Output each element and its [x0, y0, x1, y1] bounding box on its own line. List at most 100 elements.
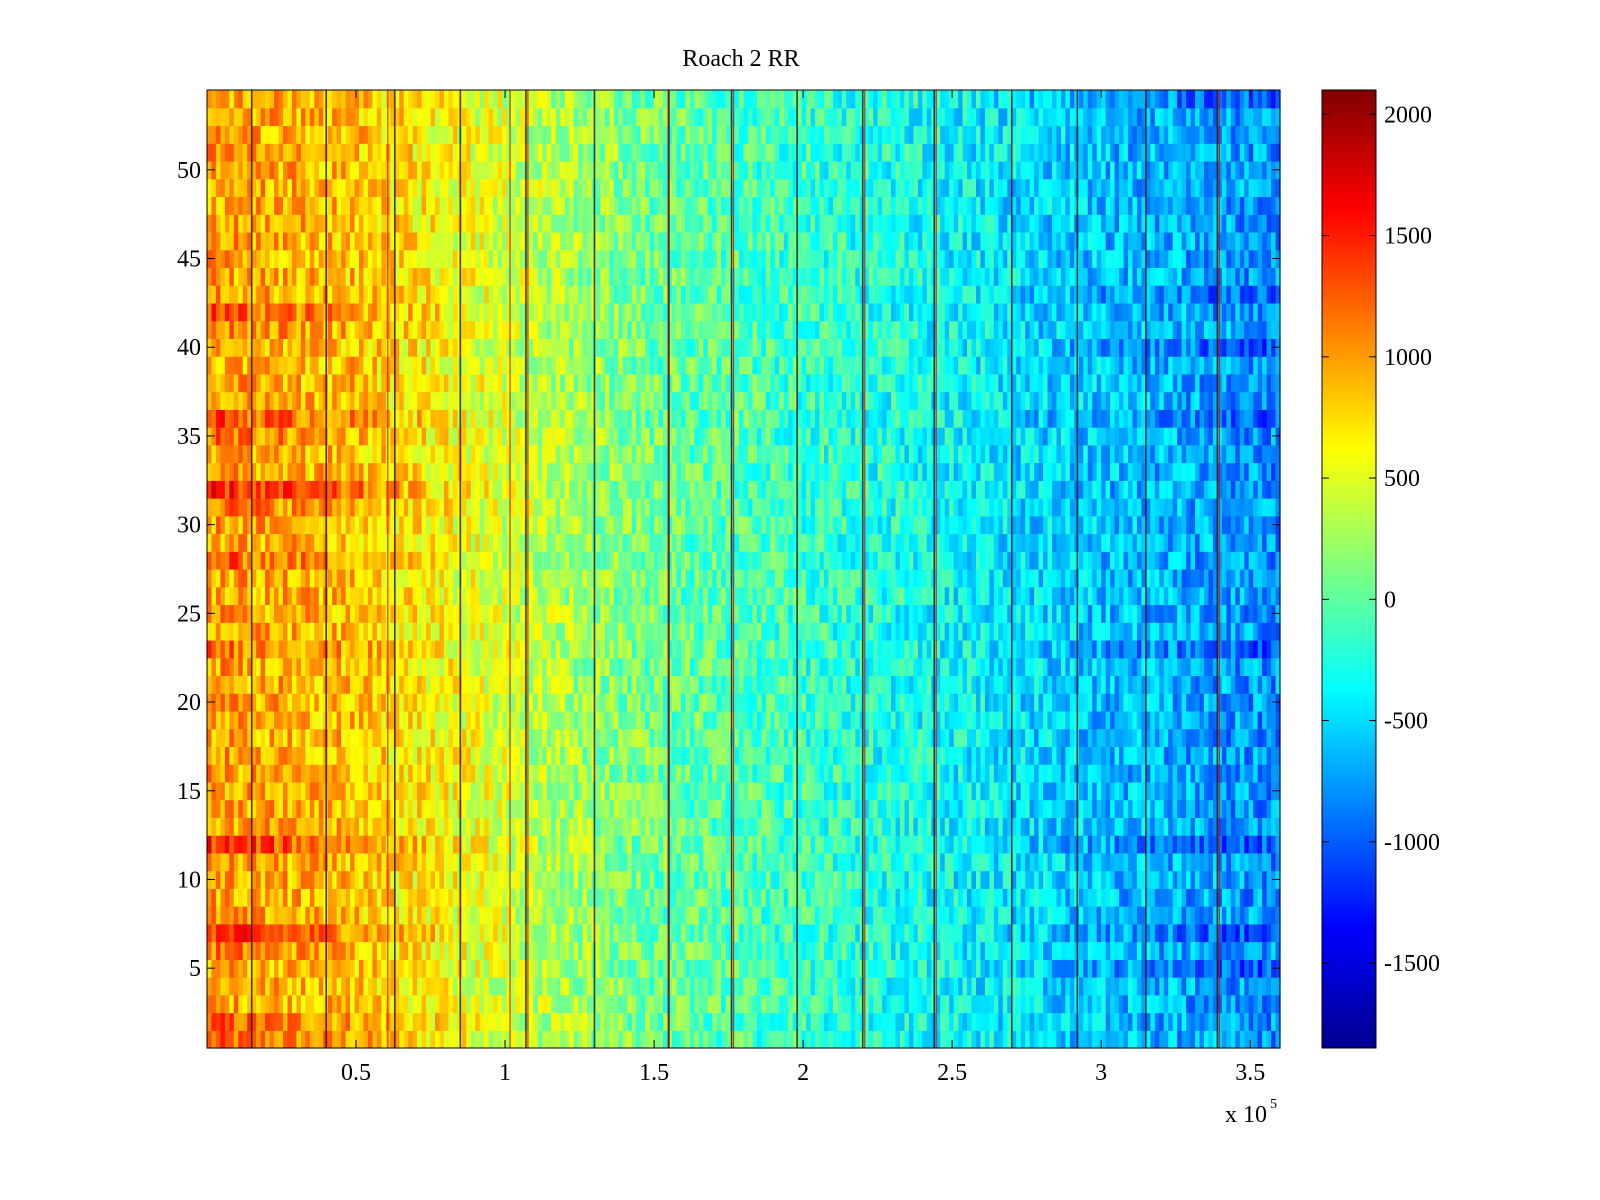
heatmap-cell	[734, 888, 740, 907]
heatmap-cell	[1186, 994, 1192, 1014]
heatmap-cell	[899, 746, 906, 765]
heatmap-cell	[430, 906, 436, 925]
heatmap-cell	[899, 710, 906, 730]
heatmap-cell	[1056, 923, 1062, 943]
heatmap-cell	[1123, 781, 1129, 801]
heatmap-cell	[752, 746, 758, 765]
heatmap-cell	[841, 870, 847, 889]
heatmap-cell	[913, 888, 919, 907]
heatmap-cell	[1235, 852, 1241, 872]
heatmap-cell	[1239, 923, 1245, 943]
heatmap-cell	[882, 870, 888, 889]
heatmap-cell	[631, 710, 637, 730]
heatmap-cell	[1212, 710, 1219, 730]
heatmap-cell	[443, 906, 450, 925]
heatmap-cell	[975, 799, 982, 818]
heatmap-cell	[555, 781, 561, 801]
heatmap-cell	[1212, 977, 1219, 996]
heatmap-cell	[636, 835, 642, 854]
heatmap-cell	[730, 746, 736, 765]
heatmap-cell	[506, 994, 512, 1014]
heatmap-cell	[408, 923, 414, 943]
heatmap-cell	[211, 888, 217, 907]
heatmap-cell	[756, 1030, 762, 1049]
heatmap-cell	[564, 799, 570, 818]
heatmap-cell	[363, 852, 369, 872]
heatmap-cell	[1078, 675, 1084, 694]
heatmap-cell	[475, 923, 481, 943]
heatmap-cell	[640, 1012, 646, 1031]
heatmap-cell	[336, 675, 342, 694]
heatmap-cell	[435, 977, 441, 996]
heatmap-cell	[819, 835, 825, 854]
heatmap-cell	[770, 728, 776, 748]
heatmap-cell	[1235, 941, 1241, 960]
heatmap-cell	[680, 675, 686, 694]
heatmap-cell	[850, 835, 856, 854]
heatmap-cell	[1065, 994, 1071, 1014]
heatmap-cell	[671, 799, 678, 818]
heatmap-cell	[511, 746, 517, 765]
heatmap-cell	[837, 817, 843, 836]
heatmap-cell	[828, 835, 834, 854]
heatmap-cell	[475, 675, 481, 694]
heatmap-cell	[1141, 977, 1147, 996]
heatmap-cell	[332, 870, 338, 889]
heatmap-cell	[864, 977, 870, 996]
heatmap-cell	[215, 959, 222, 978]
heatmap-cell	[1069, 1012, 1075, 1031]
heatmap-cell	[971, 693, 977, 712]
heatmap-cell	[274, 959, 280, 978]
heatmap-cell	[555, 693, 561, 712]
heatmap-cell	[765, 710, 771, 730]
heatmap-cell	[318, 870, 324, 889]
heatmap-cell	[1150, 906, 1156, 925]
heatmap-cell	[694, 1030, 700, 1049]
heatmap-cell	[452, 746, 458, 765]
heatmap-cell	[730, 835, 736, 854]
heatmap-cell	[265, 977, 271, 996]
heatmap-cell	[1105, 906, 1111, 925]
heatmap-cell	[1123, 799, 1129, 818]
heatmap-cell	[1262, 817, 1268, 836]
heatmap-cell	[546, 870, 552, 889]
heatmap-cell	[783, 906, 789, 925]
heatmap-cell	[291, 1012, 298, 1031]
heatmap-cell	[528, 923, 534, 943]
heatmap-cell	[895, 852, 901, 872]
heatmap-cell	[967, 764, 973, 783]
heatmap-cell	[841, 994, 847, 1014]
heatmap-cell	[622, 1030, 628, 1049]
heatmap-cell	[788, 675, 794, 694]
heatmap-cell	[363, 888, 369, 907]
heatmap-cell	[560, 781, 566, 801]
heatmap-cell	[712, 906, 718, 925]
heatmap-cell	[1141, 746, 1147, 765]
heatmap-cell	[1092, 994, 1098, 1014]
heatmap-cell	[1029, 1012, 1035, 1031]
heatmap-cell	[984, 781, 990, 801]
heatmap-cell	[1257, 817, 1263, 836]
heatmap-cell	[739, 764, 745, 783]
heatmap-cell	[868, 710, 874, 730]
heatmap-cell	[698, 994, 704, 1014]
heatmap-cell	[752, 906, 758, 925]
heatmap-cell	[788, 888, 794, 907]
heatmap-cell	[269, 870, 275, 889]
heatmap-cell	[1034, 977, 1040, 996]
heatmap-cell	[953, 906, 959, 925]
heatmap-cell	[1127, 852, 1134, 872]
heatmap-cell	[372, 870, 378, 889]
heatmap-cell	[917, 675, 923, 694]
heatmap-cell	[1186, 852, 1192, 872]
heatmap-cell	[403, 906, 409, 925]
heatmap-cell	[354, 781, 360, 801]
heatmap-cell	[698, 781, 704, 801]
heatmap-cell	[376, 906, 382, 925]
heatmap-cell	[542, 1012, 548, 1031]
heatmap-cell	[645, 781, 651, 801]
heatmap-cell	[595, 906, 602, 925]
heatmap-cell	[958, 693, 964, 712]
heatmap-cell	[676, 906, 682, 925]
heatmap-cell	[967, 1030, 973, 1049]
